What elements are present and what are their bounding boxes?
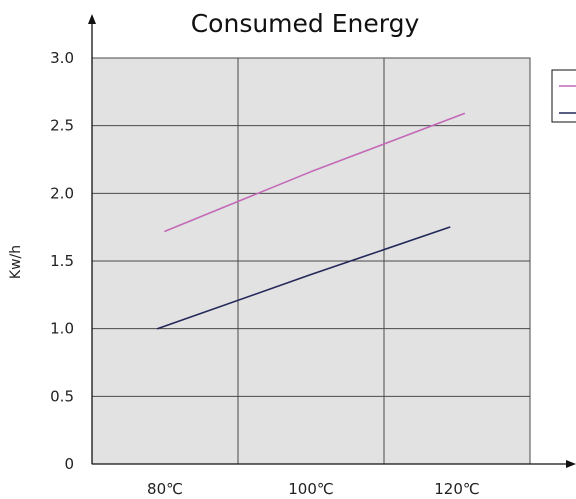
chart-title: Consumed Energy [191, 9, 420, 38]
plot-area: 0 0.5 1.0 1.5 2.0 2.5 3.0 80℃ 100℃ 120℃ [50, 14, 576, 498]
y-axis-label: Kw/h [8, 245, 24, 279]
y-tick-label: 1.0 [50, 320, 74, 338]
y-tick-label: 3.0 [50, 49, 74, 67]
y-tick-label: 2.5 [50, 117, 74, 135]
x-tick-label: 80℃ [147, 480, 183, 498]
y-tick-label: 0 [64, 455, 74, 473]
series-line-1 [164, 112, 466, 233]
x-axis-arrow-icon [566, 460, 576, 468]
x-tick-label: 120℃ [434, 480, 479, 498]
x-tick-label: 100℃ [288, 480, 333, 498]
y-tick-label: 0.5 [50, 387, 74, 405]
series-line-2 [156, 226, 451, 330]
y-axis-arrow-icon [88, 14, 96, 24]
y-tick-label: 1.5 [50, 252, 74, 270]
legend-box [551, 69, 576, 123]
y-tick-label: 2.0 [50, 184, 74, 202]
